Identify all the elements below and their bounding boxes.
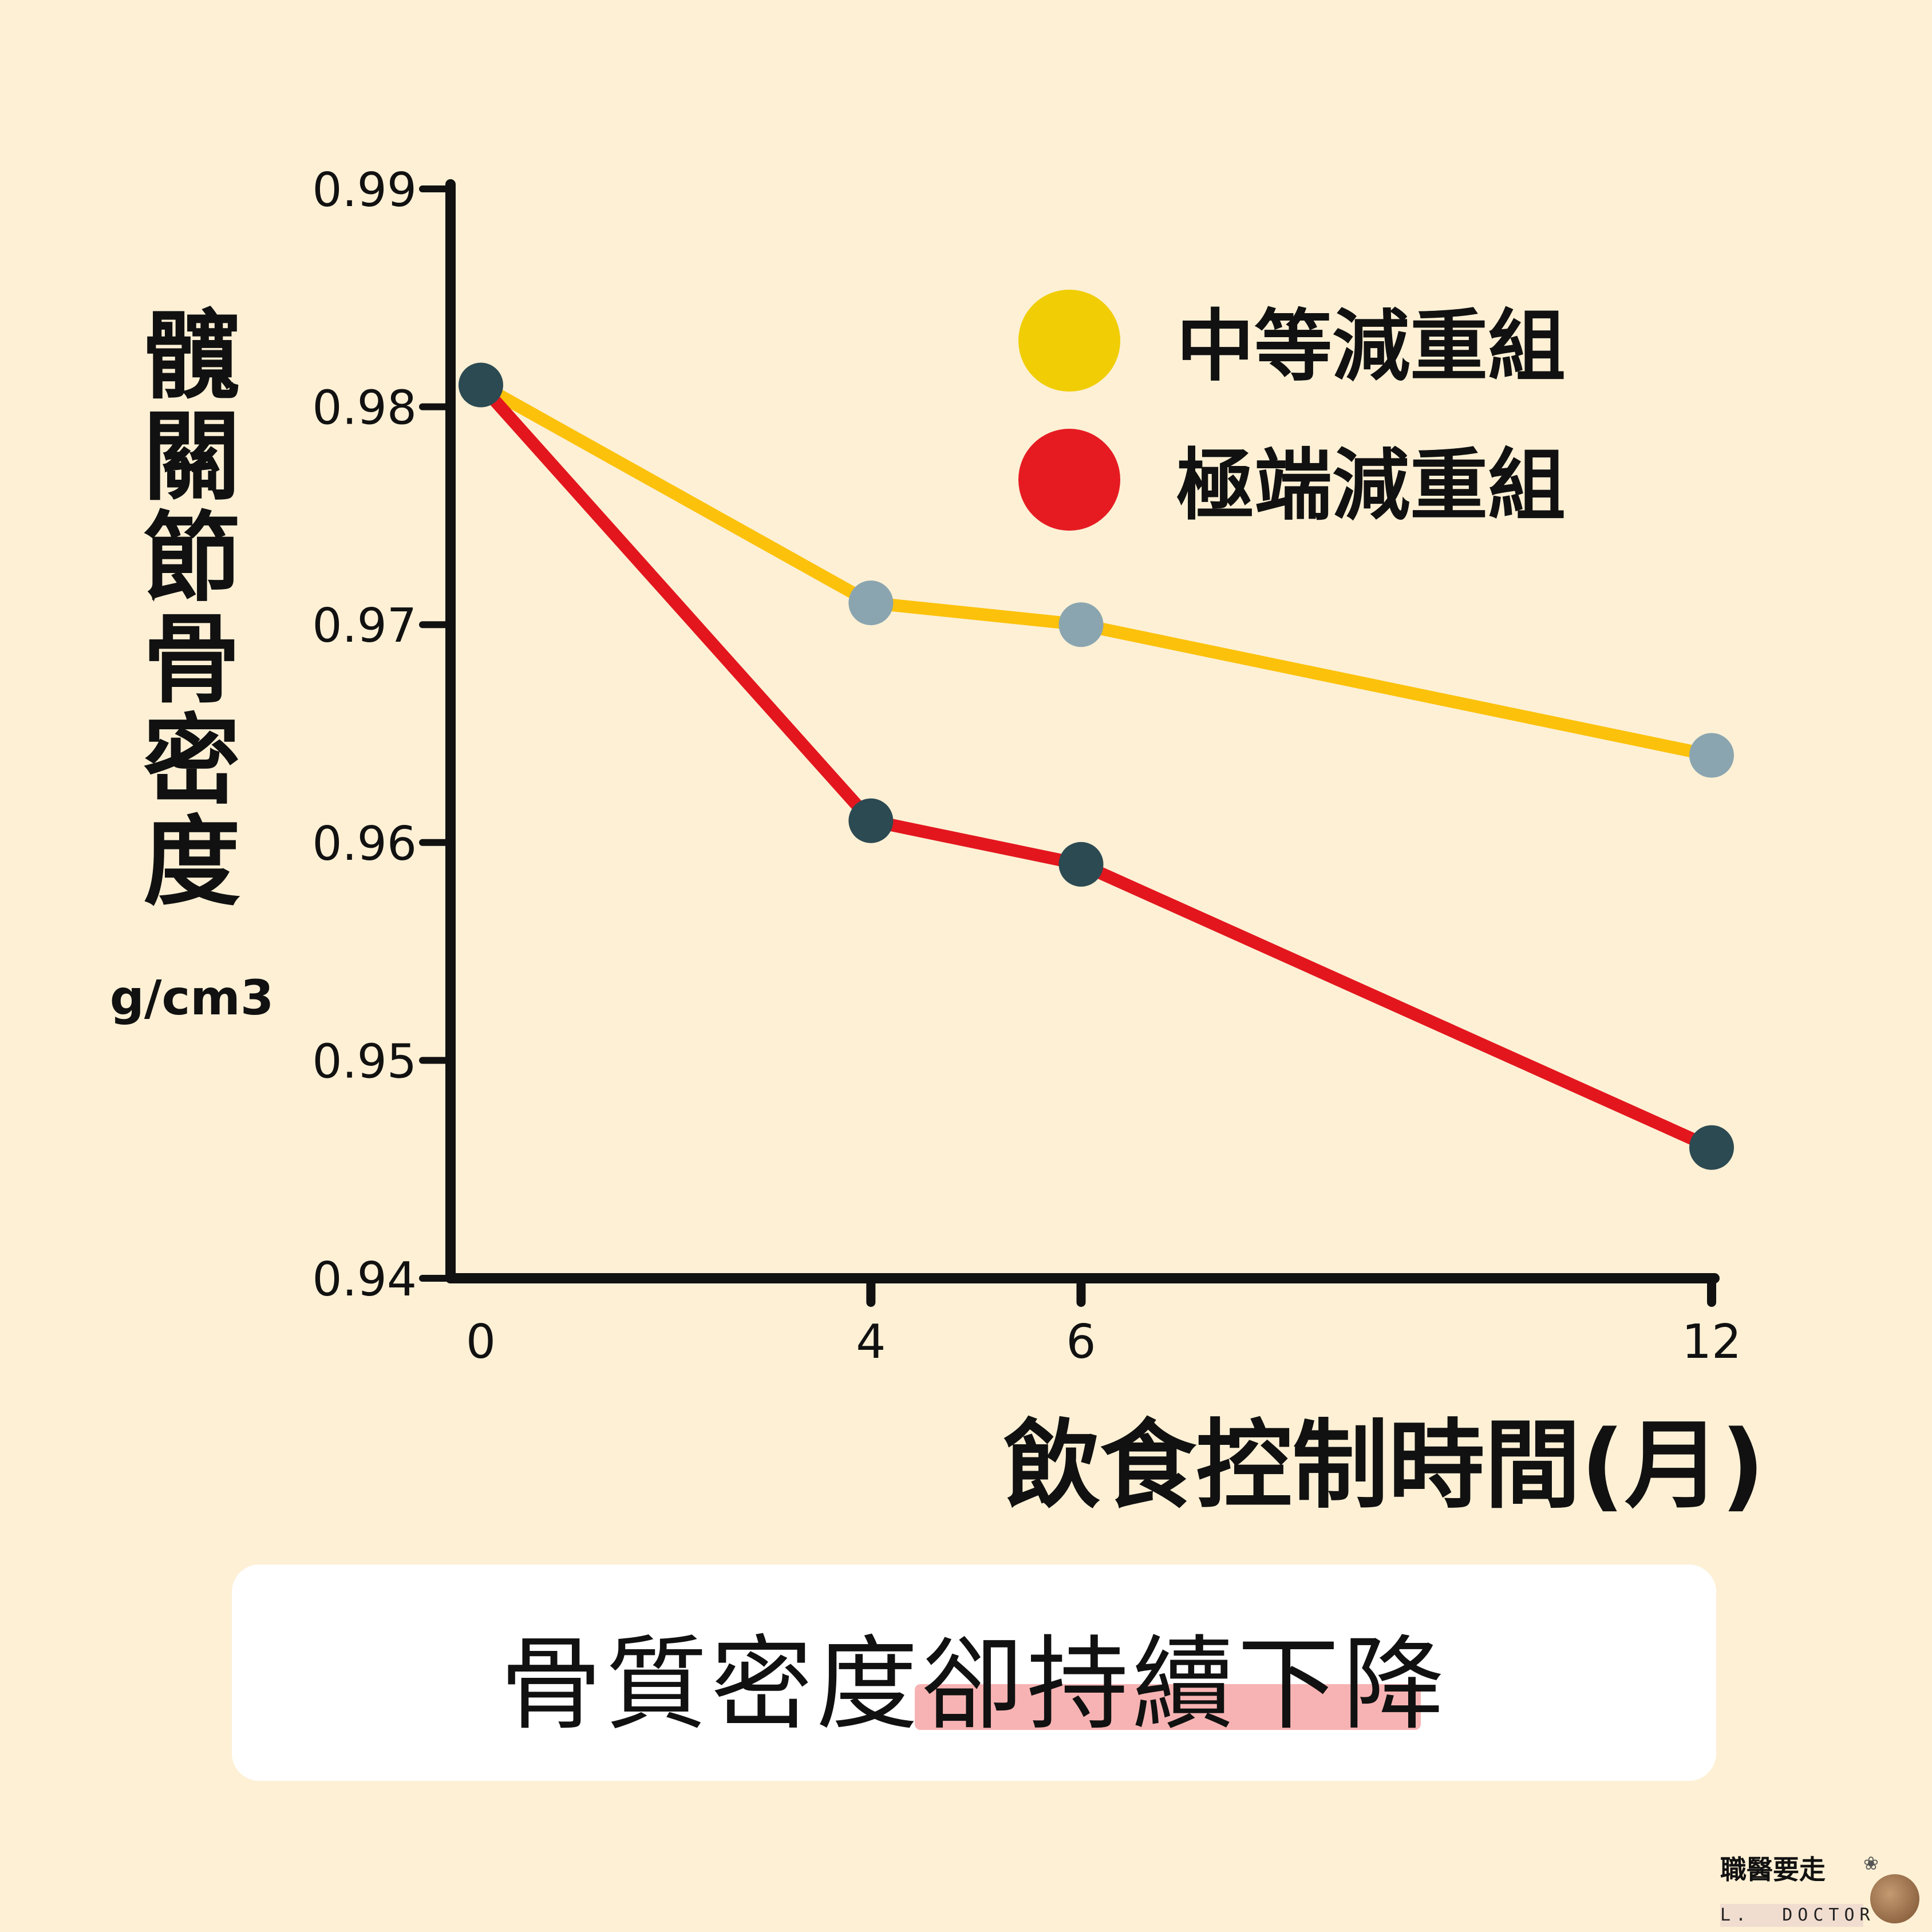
- series-line: [475, 378, 1718, 1154]
- y-tick-label: 0.97: [312, 599, 417, 653]
- legend-label: 中等減重組: [1176, 302, 1566, 392]
- x-axis-label: 飲食控制時間(月): [1003, 1409, 1765, 1522]
- y-tick-label: 0.98: [312, 381, 417, 436]
- y-tick-label: 0.95: [312, 1034, 417, 1089]
- brand-logo: 職醫要走 ❀ L. DOCTOR: [1720, 1849, 1926, 1929]
- series-line: [475, 378, 1718, 762]
- x-tick-label: 4: [856, 1315, 886, 1369]
- legend-marker: [1018, 429, 1120, 531]
- x-tick-label: 6: [1066, 1315, 1096, 1369]
- y-tick-label: 0.96: [312, 817, 417, 871]
- legend-marker: [1018, 290, 1120, 392]
- caption-box: [232, 1564, 1716, 1781]
- dog-avatar-icon: [1870, 1874, 1919, 1923]
- y-axis-label: 髖關節骨密度: [143, 299, 240, 919]
- y-tick-label: 0.99: [312, 163, 417, 218]
- paw-icon: ❀: [1863, 1852, 1879, 1874]
- caption-highlight: [915, 1684, 1421, 1730]
- x-tick-label: 0: [466, 1315, 496, 1369]
- logo-subtitle: L. DOCTOR: [1720, 1904, 1870, 1927]
- logo-name: 職醫要走: [1720, 1854, 1826, 1885]
- data-point: [459, 362, 503, 408]
- legend-label: 極端減重組: [1176, 441, 1566, 531]
- data-point: [1689, 1125, 1734, 1170]
- y-axis-unit: g/cm3: [110, 970, 274, 1026]
- data-point: [848, 580, 894, 626]
- data-point: [1058, 841, 1104, 887]
- y-tick-label: 0.94: [312, 1253, 417, 1307]
- caption-text: 骨質密度卻持續下降: [500, 1625, 1448, 1744]
- x-tick-label: 12: [1682, 1315, 1741, 1369]
- data-point: [1058, 602, 1104, 647]
- data-point: [848, 798, 894, 843]
- data-point: [1689, 733, 1734, 778]
